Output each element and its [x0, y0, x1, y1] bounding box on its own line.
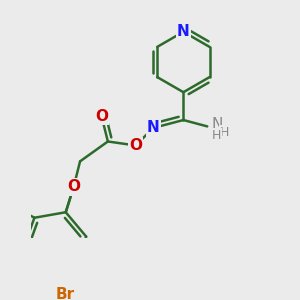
Text: N: N — [211, 117, 223, 132]
Text: O: O — [129, 138, 142, 153]
Text: O: O — [67, 179, 80, 194]
Text: H: H — [220, 126, 230, 139]
Text: N: N — [177, 24, 190, 39]
Text: O: O — [95, 109, 108, 124]
Text: N: N — [147, 121, 160, 136]
Text: Br: Br — [56, 287, 75, 300]
Text: H: H — [212, 129, 221, 142]
